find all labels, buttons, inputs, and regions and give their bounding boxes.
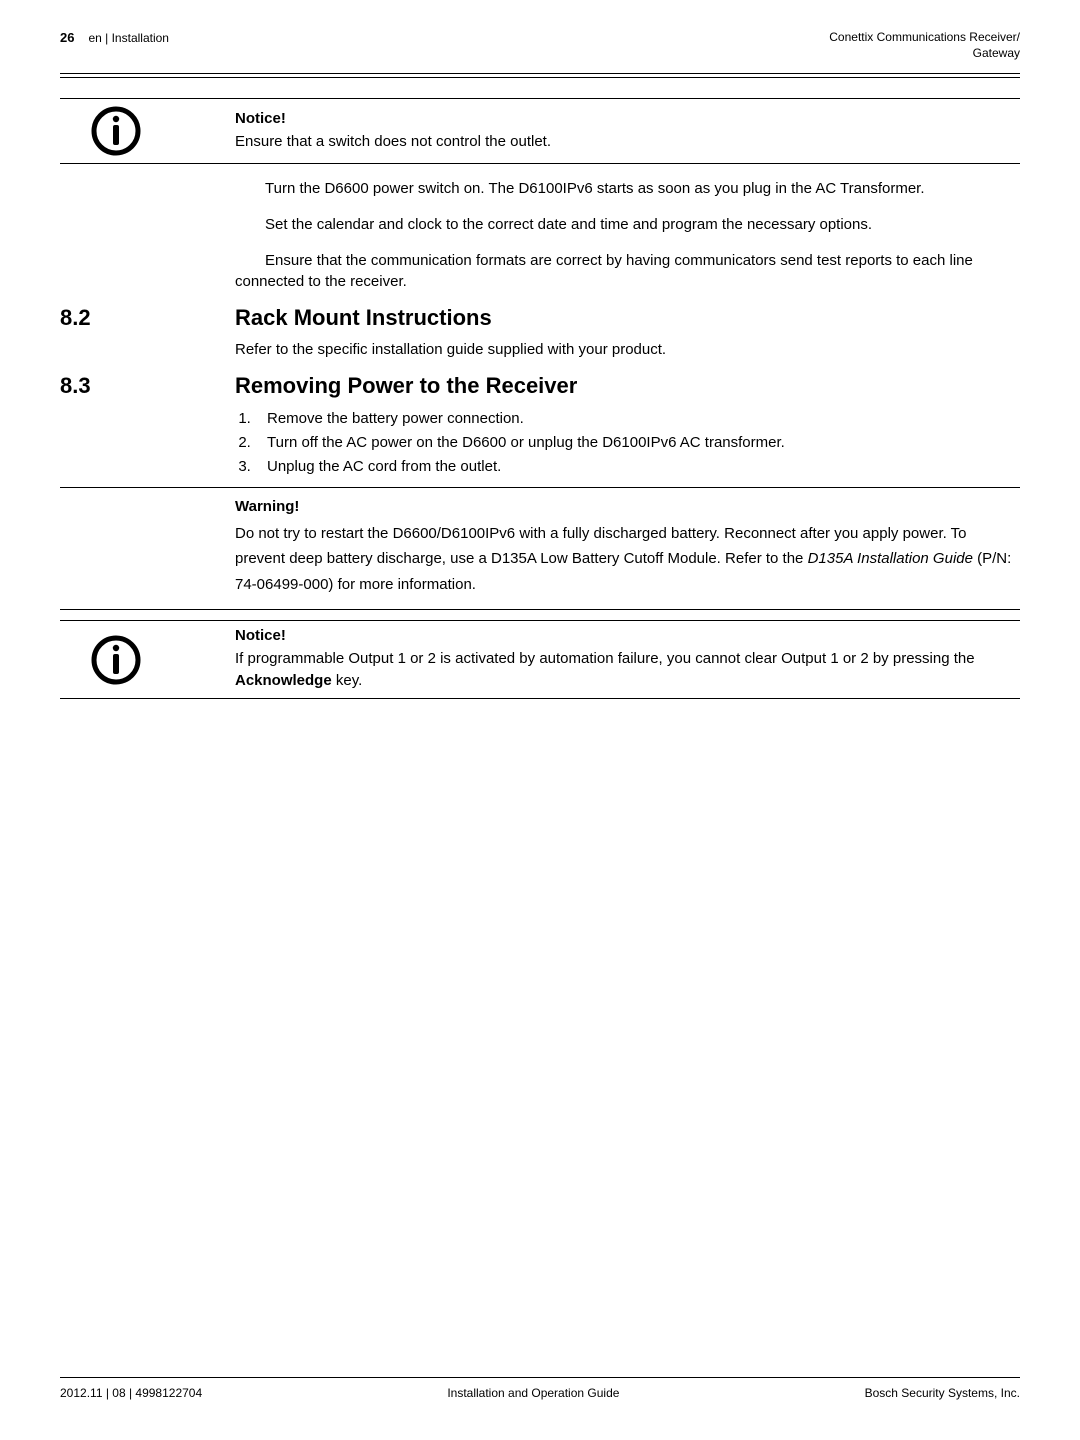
section-8-2-header: 8.2 Rack Mount Instructions (60, 305, 1020, 331)
page-header: 26 en | Installation Conettix Communicat… (60, 30, 1020, 71)
notice-text-bold: Acknowledge (235, 672, 332, 689)
section-8-2-body: Refer to the specific installation guide… (235, 339, 1020, 361)
list-item-3: Unplug the AC cord from the outlet. (255, 455, 1020, 479)
notice-block-1: Notice! Ensure that a switch does not co… (60, 99, 1020, 163)
page-footer: 2012.11 | 08 | 4998122704 Installation a… (60, 1378, 1020, 1400)
notice-text-part2: key. (332, 672, 363, 689)
section-number: 8.2 (60, 305, 235, 331)
page-container: 26 en | Installation Conettix Communicat… (0, 0, 1080, 1440)
product-name-line1: Conettix Communications Receiver/ (829, 30, 1020, 46)
breadcrumb: en | Installation (88, 31, 169, 45)
notice-icon-col (60, 105, 235, 157)
list-item-1: Remove the battery power connection. (255, 407, 1020, 431)
numbered-list: Remove the battery power connection. Tur… (235, 407, 1020, 479)
section-number: 8.3 (60, 373, 235, 399)
divider (60, 487, 1020, 488)
notice-text: Ensure that a switch does not control th… (235, 131, 1020, 153)
header-left: 26 en | Installation (60, 30, 169, 45)
notice-title: Notice! (235, 627, 1020, 644)
list-item-2: Turn off the AC power on the D6600 or un… (255, 431, 1020, 455)
section-8-3-header: 8.3 Removing Power to the Receiver (60, 373, 1020, 399)
section-title: Removing Power to the Receiver (235, 373, 577, 399)
product-name-line2: Gateway (829, 46, 1020, 62)
header-rule-top (60, 73, 1020, 74)
footer-left: 2012.11 | 08 | 4998122704 (60, 1386, 202, 1400)
paragraph-1: Turn the D6600 power switch on. The D610… (235, 178, 1020, 200)
paragraph-2: Set the calendar and clock to the correc… (235, 214, 1020, 236)
section-8-3-body: Remove the battery power connection. Tur… (235, 407, 1020, 479)
footer-center: Installation and Operation Guide (447, 1386, 619, 1400)
info-icon (90, 634, 142, 686)
warning-title: Warning! (235, 498, 1020, 515)
paragraph-3: Ensure that the communication formats ar… (235, 250, 1020, 294)
divider (60, 698, 1020, 699)
warning-text: Do not try to restart the D6600/D6100IPv… (235, 521, 1020, 598)
body-paragraphs: Turn the D6600 power switch on. The D610… (235, 178, 1020, 293)
content-area: Notice! Ensure that a switch does not co… (60, 78, 1020, 1377)
notice-block-2: Notice! If programmable Output 1 or 2 is… (60, 621, 1020, 698)
notice-title: Notice! (235, 110, 1020, 127)
notice-icon-col (60, 634, 235, 686)
section-8-2-text: Refer to the specific installation guide… (235, 339, 1020, 361)
header-right: Conettix Communications Receiver/ Gatewa… (829, 30, 1020, 61)
warning-text-italic: D135A Installation Guide (808, 550, 973, 567)
section-title: Rack Mount Instructions (235, 305, 492, 331)
footer-right: Bosch Security Systems, Inc. (865, 1386, 1020, 1400)
divider (60, 163, 1020, 164)
notice-text-part1: If programmable Output 1 or 2 is activat… (235, 650, 975, 667)
page-number: 26 (60, 30, 74, 45)
notice-text: If programmable Output 1 or 2 is activat… (235, 648, 1020, 692)
notice-content: Notice! If programmable Output 1 or 2 is… (235, 627, 1020, 692)
warning-block: Warning! Do not try to restart the D6600… (235, 498, 1020, 598)
notice-content: Notice! Ensure that a switch does not co… (235, 110, 1020, 153)
info-icon (90, 105, 142, 157)
